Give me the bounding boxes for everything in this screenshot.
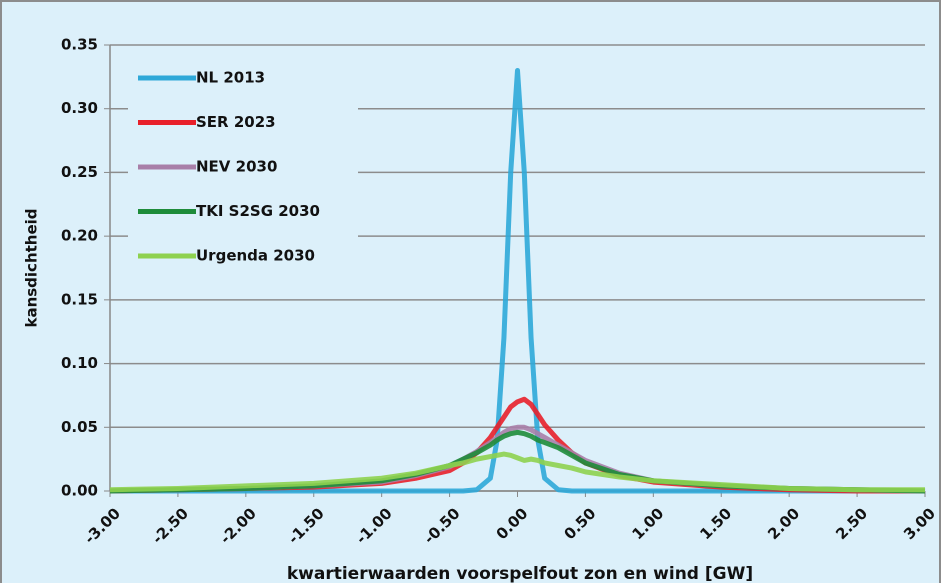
- y-tick-label: 0.10: [61, 354, 98, 372]
- legend-label: NL 2013: [196, 69, 265, 87]
- y-axis-label: kansdichtheid: [23, 208, 41, 327]
- y-tick-label: 0.25: [61, 163, 98, 181]
- legend-label: NEV 2030: [196, 158, 277, 176]
- series-line: [110, 67, 925, 494]
- x-axis-label: kwartierwaarden voorspelfout zon en wind…: [287, 564, 753, 583]
- legend-label: Urgenda 2030: [196, 247, 315, 265]
- y-tick-label: 0.00: [61, 482, 98, 500]
- y-tick-label: 0.05: [61, 418, 98, 436]
- y-tick-label: 0.30: [61, 99, 98, 117]
- y-tick-label: 0.15: [61, 290, 98, 308]
- legend-label: TKI S2SG 2030: [196, 202, 320, 220]
- y-tick-label: 0.20: [61, 227, 98, 245]
- legend-label: SER 2023: [196, 113, 276, 131]
- series-line: [109, 451, 925, 493]
- y-tick-label: 0.35: [61, 36, 98, 54]
